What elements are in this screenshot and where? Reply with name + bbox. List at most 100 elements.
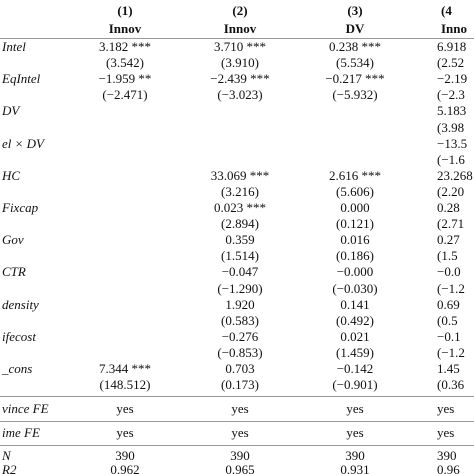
footer-cell: yes <box>231 401 249 416</box>
statistic: (2.71 <box>437 216 465 232</box>
coefficient: 0.69 <box>437 296 460 312</box>
statistic: (148.512) <box>99 377 151 393</box>
variable-label: Gov <box>2 232 24 248</box>
footer-cell: yes <box>346 425 364 440</box>
statistic: (0.5 <box>437 312 458 328</box>
statistic: (0.492) <box>336 312 374 328</box>
coefficient: −13.5 <box>437 135 468 151</box>
footer-cell: yes <box>437 425 455 440</box>
footer-cell: 0.962 <box>110 462 140 474</box>
coefficient: −2.19 <box>437 71 468 87</box>
variable-label: CTR <box>2 264 26 280</box>
footer-cell: yes <box>346 401 364 416</box>
rule <box>0 445 474 446</box>
variable-label: EqIntel <box>2 71 41 87</box>
statistic: (2.894) <box>221 216 259 232</box>
variable-label: Fixcap <box>2 200 39 215</box>
statistic: (0.36 <box>437 377 465 393</box>
statistic: (0.121) <box>336 216 374 232</box>
coefficient: −0.1 <box>437 328 461 344</box>
statistic: (2.20 <box>437 183 465 199</box>
coefficient: 1.45 <box>437 361 460 376</box>
column-number: (2) <box>232 3 248 18</box>
variable-label: DV <box>2 103 20 119</box>
statistic: (2.52 <box>437 55 465 71</box>
statistic: (−0.901) <box>332 377 378 393</box>
coefficient: 0.28 <box>437 200 460 215</box>
statistic: (3.98 <box>437 119 465 135</box>
statistic: (−0.030) <box>332 280 378 296</box>
statistic: (−0.853) <box>217 344 263 360</box>
coefficient: −2.439 *** <box>210 71 270 87</box>
coefficient: 3.710 *** <box>214 39 266 54</box>
statistic: (3.542) <box>106 55 144 71</box>
dependent-variable: Innov <box>223 21 257 36</box>
statistic: (0.173) <box>221 377 259 393</box>
statistic: (−2.3 <box>437 87 465 103</box>
variable-label: ifecost <box>2 328 36 344</box>
coefficient: −0.000 <box>336 264 374 280</box>
coefficient: 33.069 *** <box>210 167 270 183</box>
statistic: (0.583) <box>221 312 259 328</box>
coefficient: 0.27 <box>437 232 460 248</box>
footer-label: vince FE <box>2 401 49 416</box>
footer-cell: 390 <box>115 448 135 463</box>
rule <box>0 38 474 39</box>
variable-label: HC <box>2 167 21 183</box>
variable-label: _cons <box>2 361 33 376</box>
coefficient: 1.920 <box>225 296 255 312</box>
footer-cell: yes <box>231 425 249 440</box>
column-number: (4 <box>441 3 452 18</box>
footer-cell: yes <box>116 401 134 416</box>
coefficient: −0.276 <box>221 328 259 344</box>
coefficient: 23.268 <box>437 167 473 183</box>
statistic: (3.910) <box>221 55 259 71</box>
footer-label: N <box>2 448 11 463</box>
coefficient: 5.183 <box>437 103 467 119</box>
coefficient: 0.359 <box>225 232 255 248</box>
footer-cell: yes <box>116 425 134 440</box>
coefficient: 6.918 <box>437 39 467 54</box>
coefficient: 7.344 *** <box>99 361 151 376</box>
statistic: (1.5 <box>437 248 458 264</box>
coefficient: 0.141 <box>340 296 370 312</box>
coefficient: 0.703 <box>225 361 255 376</box>
coefficient: −0.0 <box>437 264 461 280</box>
coefficient: 0.000 <box>340 200 370 215</box>
footer-cell: 390 <box>230 448 250 463</box>
footer-label: R2 <box>2 462 17 474</box>
coefficient: 0.016 <box>340 232 370 248</box>
dependent-variable: Inno <box>441 21 468 36</box>
coefficient: 2.616 *** <box>329 167 381 183</box>
footer-cell: 390 <box>345 448 365 463</box>
coefficient: −0.047 <box>221 264 259 280</box>
rule <box>0 421 474 422</box>
coefficient: −1.959 ** <box>98 71 152 87</box>
statistic: (0.186) <box>336 248 374 264</box>
statistic: (−1.290) <box>217 280 263 296</box>
column-number: (3) <box>347 3 363 18</box>
statistic: (−1.6 <box>437 151 465 167</box>
footer-cell: yes <box>437 401 455 416</box>
column-number: (1) <box>117 3 133 18</box>
variable-label: el × DV <box>2 135 44 151</box>
dependent-variable: DV <box>345 21 365 36</box>
variable-label: Intel <box>2 39 26 54</box>
footer-cell: 0.96 <box>437 462 460 474</box>
statistic: (5.606) <box>336 183 374 199</box>
coefficient: −0.217 *** <box>325 71 385 87</box>
statistic: (1.514) <box>221 248 259 264</box>
statistic: (−2.471) <box>102 87 148 103</box>
coefficient: 3.182 *** <box>99 39 151 54</box>
statistic: (−3.023) <box>217 87 263 103</box>
dependent-variable: Innov <box>108 21 142 36</box>
statistic: (−1.2 <box>437 344 465 360</box>
coefficient: 0.023 *** <box>214 200 266 215</box>
statistic: (5.534) <box>336 55 374 71</box>
footer-cell: 0.965 <box>225 462 255 474</box>
statistic: (3.216) <box>221 183 259 199</box>
statistic: (1.459) <box>336 344 374 360</box>
variable-label: density <box>2 296 39 312</box>
footer-label: ime FE <box>2 425 40 440</box>
